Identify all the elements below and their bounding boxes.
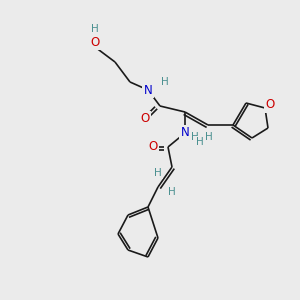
Text: H: H [154,168,162,178]
Text: N: N [181,127,189,140]
Text: H: H [161,77,169,87]
Text: H: H [191,132,199,142]
Text: N: N [144,83,152,97]
Text: O: O [148,140,158,154]
Text: O: O [266,98,274,112]
Text: H: H [205,132,213,142]
Text: O: O [140,112,150,125]
Text: H: H [196,137,204,147]
Text: H: H [168,187,176,197]
Text: O: O [90,35,100,49]
Text: H: H [91,24,99,34]
